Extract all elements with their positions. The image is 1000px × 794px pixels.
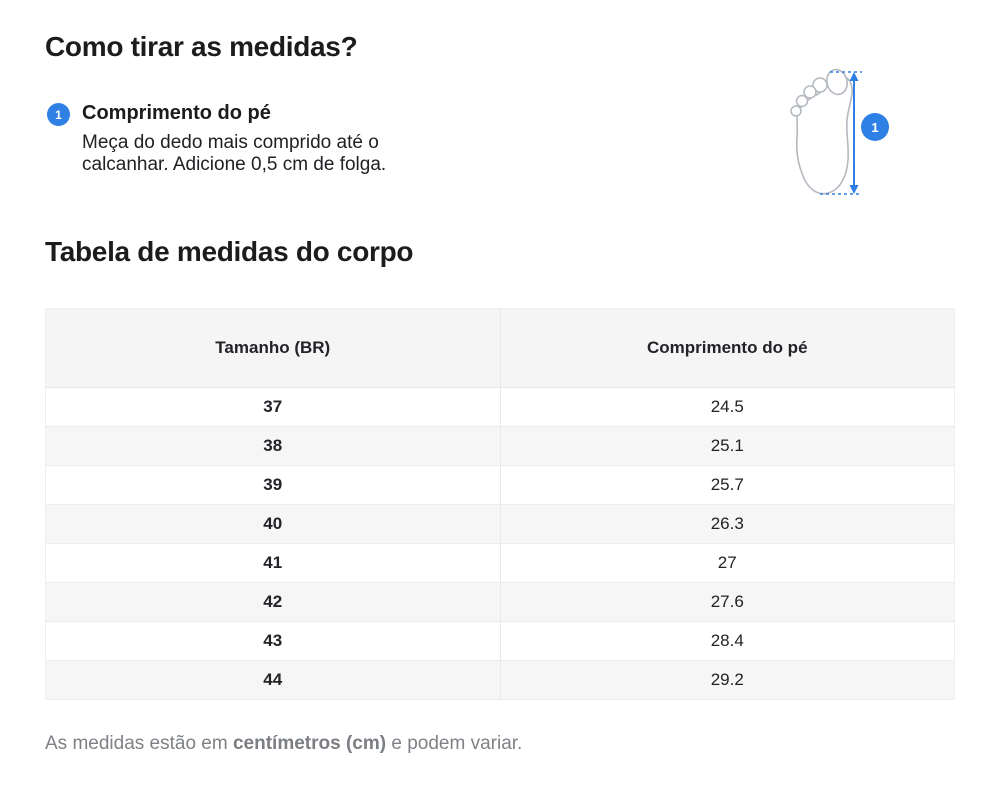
table-section-title: Tabela de medidas do corpo (45, 236, 414, 267)
table-row: 40 26.3 (45, 504, 955, 544)
column-header-foot-length: Comprimento do pé (500, 308, 955, 388)
table-row: 44 29.2 (45, 660, 955, 700)
step-description-line2: calcanhar. Adicione 0,5 cm de folga. (82, 154, 387, 175)
footnote-unit: centímetros (cm) (232, 733, 387, 754)
footnote-suffix: e podem variar. (386, 733, 523, 754)
size-table: Tamanho (BR) Comprimento do pé 37 24.5 38 2… (45, 308, 955, 700)
table-row: 39 25.7 (45, 465, 955, 505)
footnote-prefix: As medidas estão em (45, 733, 233, 754)
cell-size: 40 (45, 504, 501, 544)
cell-foot-length: 28.4 (500, 621, 955, 661)
step-heading: Comprimento do pé (82, 102, 271, 124)
toe-outline (790, 105, 802, 117)
toe-outline (812, 77, 828, 93)
cell-foot-length: 27 (500, 543, 955, 583)
foot-measurement-icon: 1 (790, 68, 889, 195)
toe-outline (803, 85, 817, 99)
cell-foot-length: 25.1 (500, 426, 955, 466)
cell-foot-length: 29.2 (500, 660, 955, 700)
arrowhead-bottom (849, 185, 859, 194)
cell-foot-length: 26.3 (500, 504, 955, 544)
cell-size: 37 (45, 387, 501, 427)
measurement-badge-number: 1 (871, 120, 878, 135)
step-text: Comprimento do pé Meça do dedo mais comp… (82, 102, 386, 176)
step-description: Meça do dedo mais comprido até o calcanh… (82, 132, 386, 176)
cell-size: 43 (45, 621, 501, 661)
toe-outline (795, 94, 809, 108)
measurement-badge (861, 113, 889, 141)
cell-size: 39 (45, 465, 501, 505)
footnote: As medidas estão em centímetros (cm) e p… (45, 733, 522, 755)
cell-size: 44 (45, 660, 501, 700)
step-number: 1 (55, 107, 62, 122)
size-table-body: 37 24.5 38 25.1 39 25.7 40 26.3 41 27 42 27.6 43 28.4… (45, 387, 955, 700)
step-description-line1: Meça do dedo mais comprido até o (82, 132, 379, 153)
cell-size: 38 (45, 426, 501, 466)
cell-foot-length: 25.7 (500, 465, 955, 505)
table-row: 43 28.4 (45, 621, 955, 661)
header-row: Tamanho (BR) Comprimento do pé (45, 308, 955, 388)
table-row: 37 24.5 (45, 387, 955, 427)
column-header-size: Tamanho (BR) (45, 308, 501, 388)
cell-foot-length: 24.5 (500, 387, 955, 427)
arrowhead-top (849, 72, 859, 81)
table-row: 38 25.1 (45, 426, 955, 466)
size-table-head: Tamanho (BR) Comprimento do pé (45, 308, 955, 388)
foot-illustration: 1 (780, 66, 900, 206)
cell-size: 42 (45, 582, 501, 622)
page-title: Como tirar as medidas? (45, 31, 358, 62)
cell-size: 41 (45, 543, 501, 583)
step-number-badge: 1 (47, 103, 70, 126)
table-row: 42 27.6 (45, 582, 955, 622)
cell-foot-length: 27.6 (500, 582, 955, 622)
measurement-step: 1 Comprimento do pé Meça do dedo mais co… (47, 102, 386, 176)
table-row: 41 27 (45, 543, 955, 583)
